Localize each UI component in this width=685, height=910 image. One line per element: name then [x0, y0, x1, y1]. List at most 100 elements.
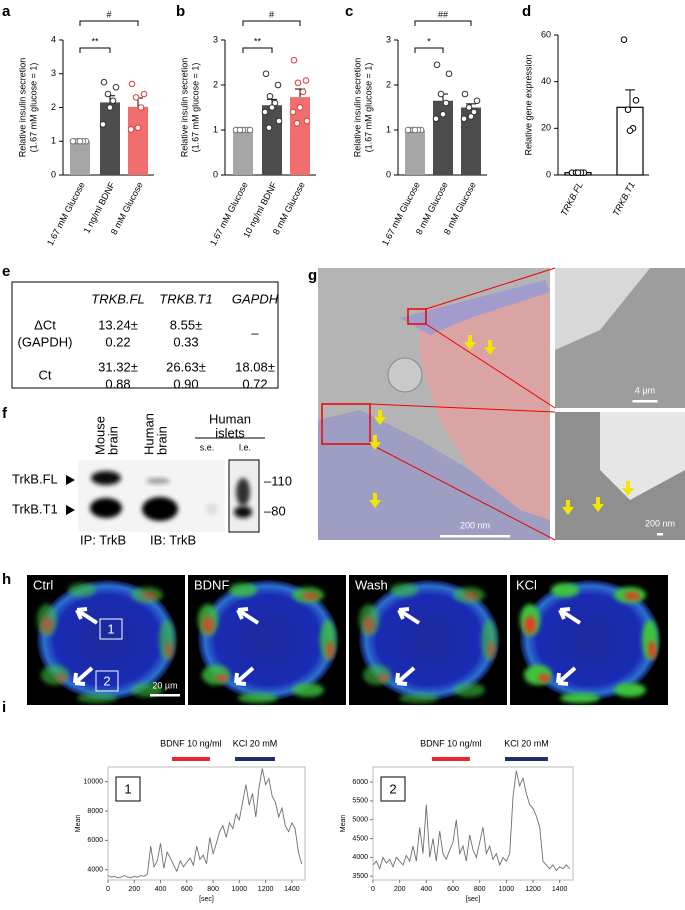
data-point	[246, 126, 254, 134]
y-tick-label: 4000	[87, 867, 103, 874]
panel-label: d	[522, 3, 531, 20]
roi-label: 1	[107, 621, 114, 636]
column-header: TRKB.T1	[159, 291, 212, 306]
data-point	[465, 104, 473, 111]
hot-spot	[302, 592, 318, 600]
roi-arrow	[558, 607, 582, 625]
lane-label: brain	[154, 426, 169, 455]
data-point	[271, 99, 279, 107]
islet	[520, 580, 660, 700]
inset-box	[115, 776, 141, 802]
band-arrow	[66, 505, 75, 515]
data-point	[76, 137, 84, 145]
y-axis-label: Relative insulin secretion	[352, 58, 362, 158]
yellow-arrow	[369, 435, 381, 450]
y-tick-label: 1	[51, 136, 56, 146]
blot-band	[236, 478, 250, 506]
band-label: TrkB.T1	[12, 501, 58, 516]
y-tick-label: 0	[51, 169, 56, 179]
table-cell: 0.33	[173, 334, 198, 349]
bar	[100, 102, 120, 175]
roi-arrow	[73, 666, 94, 686]
scale-bar-label: 20 µm	[152, 680, 177, 690]
islet-rim	[399, 693, 439, 703]
data-point	[470, 108, 478, 116]
row-label: (GAPDH)	[18, 334, 73, 349]
hot-spot	[624, 592, 640, 600]
islet-rim	[68, 583, 96, 597]
yellow-arrow	[562, 500, 574, 515]
y-tick-label: 60	[541, 29, 551, 39]
x-tick-label: 1000	[499, 886, 515, 893]
data-point	[262, 70, 270, 78]
x-tick-label: 0	[371, 886, 375, 893]
x-tick-label: 1000	[232, 886, 248, 893]
table-cell: 0.22	[105, 334, 130, 349]
hot-spot	[377, 674, 389, 682]
significance-bracket	[414, 47, 444, 53]
significance-label: **	[91, 36, 99, 46]
y-tick-label: 4	[51, 34, 56, 44]
bar	[128, 106, 148, 175]
data-point	[294, 79, 302, 87]
data-point	[265, 124, 273, 132]
yellow-arrow	[592, 497, 604, 512]
scale-bar	[150, 694, 180, 697]
roi-label: 2	[103, 673, 110, 688]
data-point	[467, 113, 475, 120]
x-tick-label: 800	[207, 886, 219, 893]
inset-label: 1	[124, 781, 131, 796]
hot-spot	[648, 641, 656, 659]
x-tick-label: 200	[128, 886, 140, 893]
panel-label: c	[345, 3, 353, 20]
significance-label: *	[427, 36, 431, 46]
data-point	[275, 117, 283, 125]
data-point	[132, 94, 140, 101]
hot-spot	[165, 641, 173, 659]
data-point	[290, 56, 298, 64]
data-point	[445, 70, 453, 78]
bar	[233, 130, 253, 175]
condition-label: BDNF	[194, 577, 229, 592]
y-tick-label: 0	[386, 169, 391, 179]
scale-bar	[632, 400, 658, 403]
size-marker: –80	[264, 503, 286, 518]
y-axis-label: Relative insulin secretion	[179, 58, 189, 158]
column-header: TRKB.FL	[91, 291, 144, 306]
stimulus-bar	[171, 757, 210, 761]
data-point	[236, 126, 244, 134]
roi-arrow	[397, 607, 421, 625]
data-point	[268, 104, 276, 111]
hot-spot	[202, 616, 214, 634]
scale-bar-label: 200 nm	[460, 520, 490, 530]
data-point	[411, 126, 419, 134]
stimulus-label: KCl 20 mM	[504, 738, 549, 748]
islet-rim	[131, 683, 163, 697]
zoom-box	[321, 403, 371, 445]
data-point	[274, 81, 282, 89]
roi-arrow	[395, 666, 416, 686]
data-point	[109, 97, 117, 105]
em-region	[600, 412, 685, 500]
table-cell: 18.08±	[235, 359, 275, 374]
y-tick-label: 6000	[87, 837, 103, 844]
data-point	[442, 99, 450, 107]
lane-label: Mouse	[92, 416, 107, 455]
x-axis-label: [sec]	[199, 896, 214, 903]
y-tick-label: 40	[541, 76, 551, 86]
data-point	[289, 108, 297, 116]
data-point	[437, 90, 445, 98]
blot-band	[234, 506, 252, 518]
significance-label: #	[269, 9, 274, 19]
yellow-arrow	[484, 340, 496, 355]
blot-footer: IB: TrkB	[150, 532, 196, 547]
y-tick-label: 6000	[352, 779, 368, 786]
x-tick-label: 1.67 mM Glucose	[45, 180, 87, 247]
y-axis-label: (1.67 mM glucose = 1)	[190, 63, 200, 153]
data-point	[439, 110, 447, 118]
data-point	[266, 92, 274, 100]
panel-label: e	[2, 263, 10, 280]
y-axis-label: Relative insulin secretion	[17, 58, 27, 158]
roi-arrow	[236, 607, 260, 625]
stimulus-bar	[431, 757, 470, 761]
